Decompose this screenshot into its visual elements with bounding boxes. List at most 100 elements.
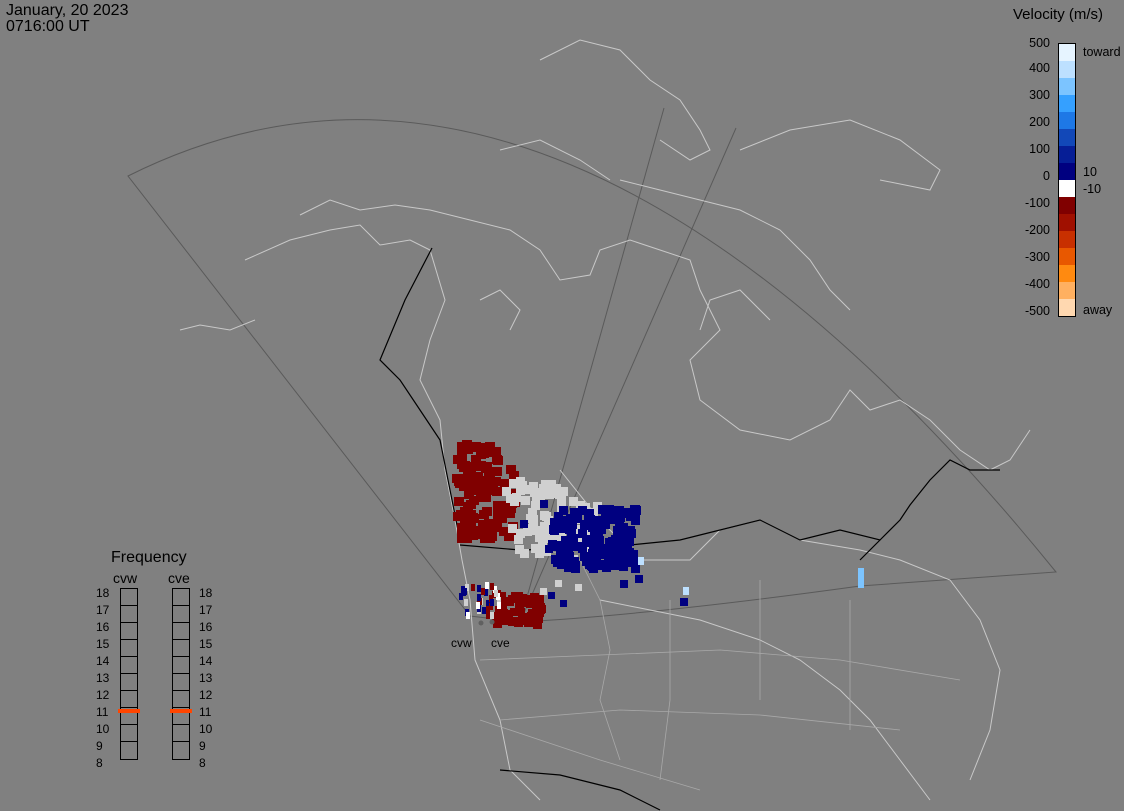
colorbar-segment xyxy=(1059,61,1075,78)
scatter-cell xyxy=(540,588,547,595)
colorbar-segment xyxy=(1059,78,1075,95)
scatter-cell xyxy=(554,518,563,527)
scatter-cell xyxy=(502,487,511,496)
scatter-cell xyxy=(515,545,524,554)
frequency-scale-label: 9 xyxy=(96,739,103,753)
scatter-cell xyxy=(499,610,508,618)
scatter-cell xyxy=(466,519,476,528)
colorbar-segment xyxy=(1059,282,1075,299)
scatter-cell xyxy=(516,529,525,538)
scatter-cell xyxy=(629,550,638,559)
colorbar-segment xyxy=(1059,146,1075,163)
colorbar-segment xyxy=(1059,197,1075,214)
scatter-cell xyxy=(497,602,501,609)
frequency-scale-label: 17 xyxy=(96,603,110,617)
frequency-scale-label: 18 xyxy=(199,586,213,600)
scatter-cell xyxy=(572,508,581,517)
scatter-cell xyxy=(460,515,470,524)
scatter-cell xyxy=(533,621,542,629)
scatter-cell xyxy=(512,493,521,502)
scatter-cell xyxy=(568,559,577,568)
scatter-cell xyxy=(509,479,518,488)
scatter-cell xyxy=(459,593,463,600)
velocity-tick-label: 500 xyxy=(1029,36,1050,50)
scatter-cell xyxy=(500,617,509,625)
scatter-cell xyxy=(529,482,538,491)
scatter-cell xyxy=(509,471,519,480)
scatter-cell xyxy=(557,560,566,569)
scatter-cell xyxy=(545,545,553,553)
scatter-cell xyxy=(484,589,488,596)
colorbar-segment xyxy=(1059,214,1075,231)
scatter-cell xyxy=(486,600,490,607)
frequency-scale-label: 10 xyxy=(199,722,213,736)
scatter-cell xyxy=(488,478,498,487)
frequency-marker xyxy=(170,709,192,714)
scatter-cell xyxy=(506,504,516,513)
scatter-cell xyxy=(489,595,493,602)
scatter-cell xyxy=(587,561,596,570)
scatter-cell xyxy=(521,496,530,505)
frequency-scale-label: 11 xyxy=(96,705,109,719)
scatter-cell xyxy=(457,534,467,543)
scatter-cell xyxy=(473,462,483,471)
scatter-cell xyxy=(638,557,644,565)
radar-scatter xyxy=(452,440,864,629)
scatter-cell xyxy=(457,455,467,464)
scatter-cell xyxy=(478,598,482,605)
scatter-cell xyxy=(551,489,560,498)
scatter-cell xyxy=(471,584,475,591)
scatter-cell xyxy=(617,551,626,560)
velocity-tick-label: 300 xyxy=(1029,88,1050,102)
scatter-cell xyxy=(523,527,532,536)
scatter-cell xyxy=(629,558,638,567)
scatter-cell xyxy=(549,525,558,534)
scatter-cell xyxy=(568,536,577,545)
frequency-scale-label: 9 xyxy=(199,739,206,753)
scatter-cell xyxy=(506,465,516,474)
scatter-cell xyxy=(532,526,541,535)
scatter-cell xyxy=(565,525,574,534)
scatter-cell xyxy=(556,543,565,552)
colorbar-segment xyxy=(1059,163,1075,180)
scatter-cell xyxy=(514,619,523,627)
scatter-cell xyxy=(600,560,608,568)
scatter-cell xyxy=(601,520,610,529)
scatter-cell xyxy=(635,575,643,583)
scatter-cell xyxy=(540,500,548,508)
scatter-cell xyxy=(583,538,592,547)
scatter-cell xyxy=(498,599,507,607)
scatter-cell xyxy=(607,506,616,515)
frequency-scale-label: 13 xyxy=(199,671,213,685)
frequency-scale-label: 8 xyxy=(199,756,206,770)
scatter-cell xyxy=(580,520,589,529)
radar-site-cve xyxy=(489,619,495,625)
scatter-cell xyxy=(490,519,500,528)
scatter-cell xyxy=(497,594,506,602)
scatter-cell xyxy=(536,606,545,614)
scatter-cell xyxy=(594,534,603,543)
scatter-cell xyxy=(516,486,525,495)
scatter-cell xyxy=(593,502,602,511)
scatter-cell xyxy=(462,440,472,449)
scatter-cell xyxy=(621,535,630,544)
scatter-cell xyxy=(481,588,485,595)
scatter-cell xyxy=(477,585,481,592)
scatter-cell xyxy=(618,530,627,539)
scatter-cell xyxy=(506,494,515,503)
scatter-cell xyxy=(484,519,494,528)
scatter-cell xyxy=(557,531,566,540)
scatter-cell xyxy=(584,544,593,553)
scatter-cell xyxy=(476,602,480,609)
scatter-cell xyxy=(569,497,578,506)
scatter-cell xyxy=(590,545,598,553)
scatter-cell xyxy=(499,507,509,516)
scatter-cell xyxy=(597,544,606,553)
scatter-cell xyxy=(588,549,597,558)
scatter-cell xyxy=(469,496,479,505)
scatter-cell xyxy=(569,514,578,523)
scatter-cell xyxy=(489,603,493,610)
velocity-tick-label: -400 xyxy=(1024,277,1050,291)
scatter-cell xyxy=(508,524,517,533)
colorbar-segment xyxy=(1059,231,1075,248)
